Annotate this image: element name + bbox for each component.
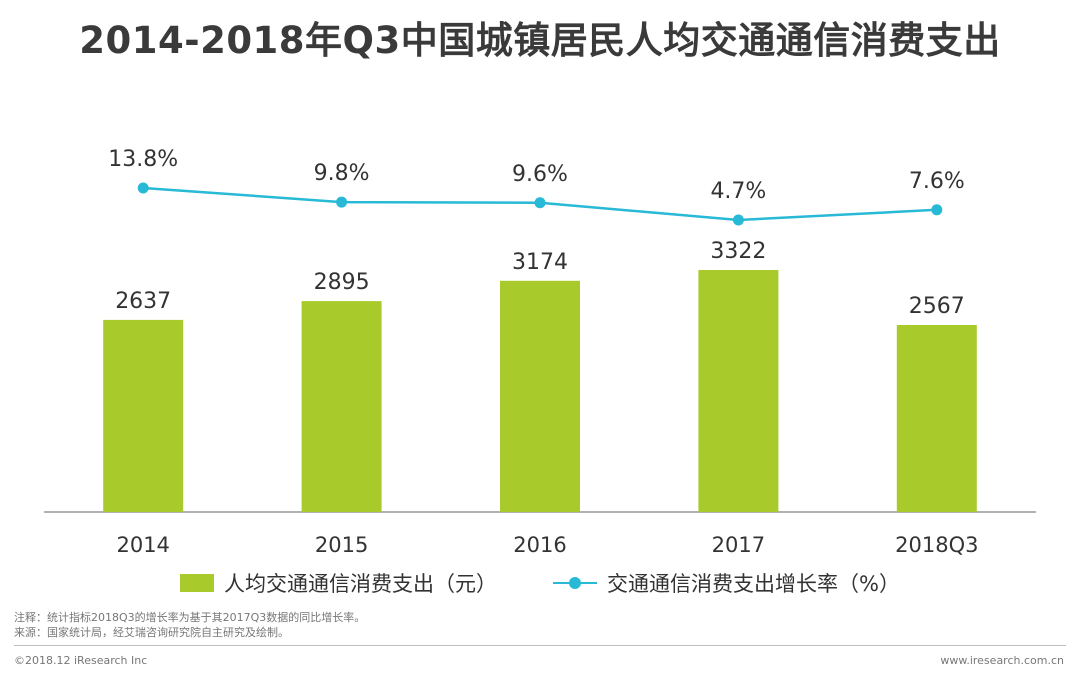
legend-item-bar: 人均交通通信消费支出（元） — [180, 568, 497, 598]
growth-rate-label: 9.8% — [314, 161, 370, 186]
growth-rate-point — [931, 204, 943, 216]
growth-rate-point — [137, 182, 149, 194]
legend-swatch-line — [553, 574, 598, 592]
source-text: 来源：国家统计局，经艾瑞咨询研究院自主研究及绘制。 — [14, 626, 289, 639]
legend-label-line: 交通通信消费支出增长率（%） — [607, 572, 900, 596]
bar — [896, 325, 977, 512]
chart-title: 2014-2018年Q3中国城镇居民人均交通通信消费支出 — [79, 19, 1001, 62]
notes: 注释：统计指标2018Q3的增长率为基于其2017Q3数据的同比增长率。 来源：… — [14, 610, 365, 640]
chart-area: 2637 2895 3174 3322 2567 2014 2015 2016 2017 2018… — [44, 147, 1036, 557]
note-text: 注释：统计指标2018Q3的增长率为基于其2017Q3数据的同比增长率。 — [14, 611, 366, 624]
bar-value-label: 2637 — [115, 289, 171, 314]
legend-swatch-bar — [180, 574, 215, 592]
x-tick-label: 2015 — [315, 533, 368, 557]
bar-value-label: 3174 — [512, 250, 568, 275]
growth-rate-point — [534, 197, 546, 209]
growth-rate-point — [336, 196, 348, 208]
bar-value-label: 2567 — [909, 294, 965, 319]
x-tick-label: 2014 — [116, 533, 169, 557]
bar-value-label: 3322 — [710, 239, 766, 264]
legend: 人均交通通信消费支出（元） 交通通信消费支出增长率（%） — [0, 568, 1080, 598]
bar — [500, 280, 580, 512]
growth-rate-label: 9.6% — [512, 162, 568, 187]
growth-rate-label: 4.7% — [710, 179, 766, 204]
legend-label-bar: 人均交通通信消费支出（元） — [224, 572, 498, 596]
x-tick-label: 2017 — [712, 533, 765, 557]
x-tick-label: 2016 — [513, 533, 566, 557]
growth-rate-label: 13.8% — [108, 147, 178, 172]
x-tick-label: 2018Q3 — [895, 533, 978, 557]
growth-rate-label: 7.6% — [909, 169, 965, 194]
footer-divider — [14, 645, 1066, 646]
copyright: ©2018.12 iResearch Inc — [14, 654, 148, 667]
bar — [103, 319, 184, 512]
bar — [301, 301, 382, 512]
website-link[interactable]: www.iresearch.com.cn — [940, 654, 1064, 667]
legend-item-line: 交通通信消费支出增长率（%） — [553, 568, 900, 598]
growth-rate-point — [732, 214, 744, 226]
bar-value-label: 2895 — [314, 270, 370, 295]
bar — [698, 270, 779, 512]
